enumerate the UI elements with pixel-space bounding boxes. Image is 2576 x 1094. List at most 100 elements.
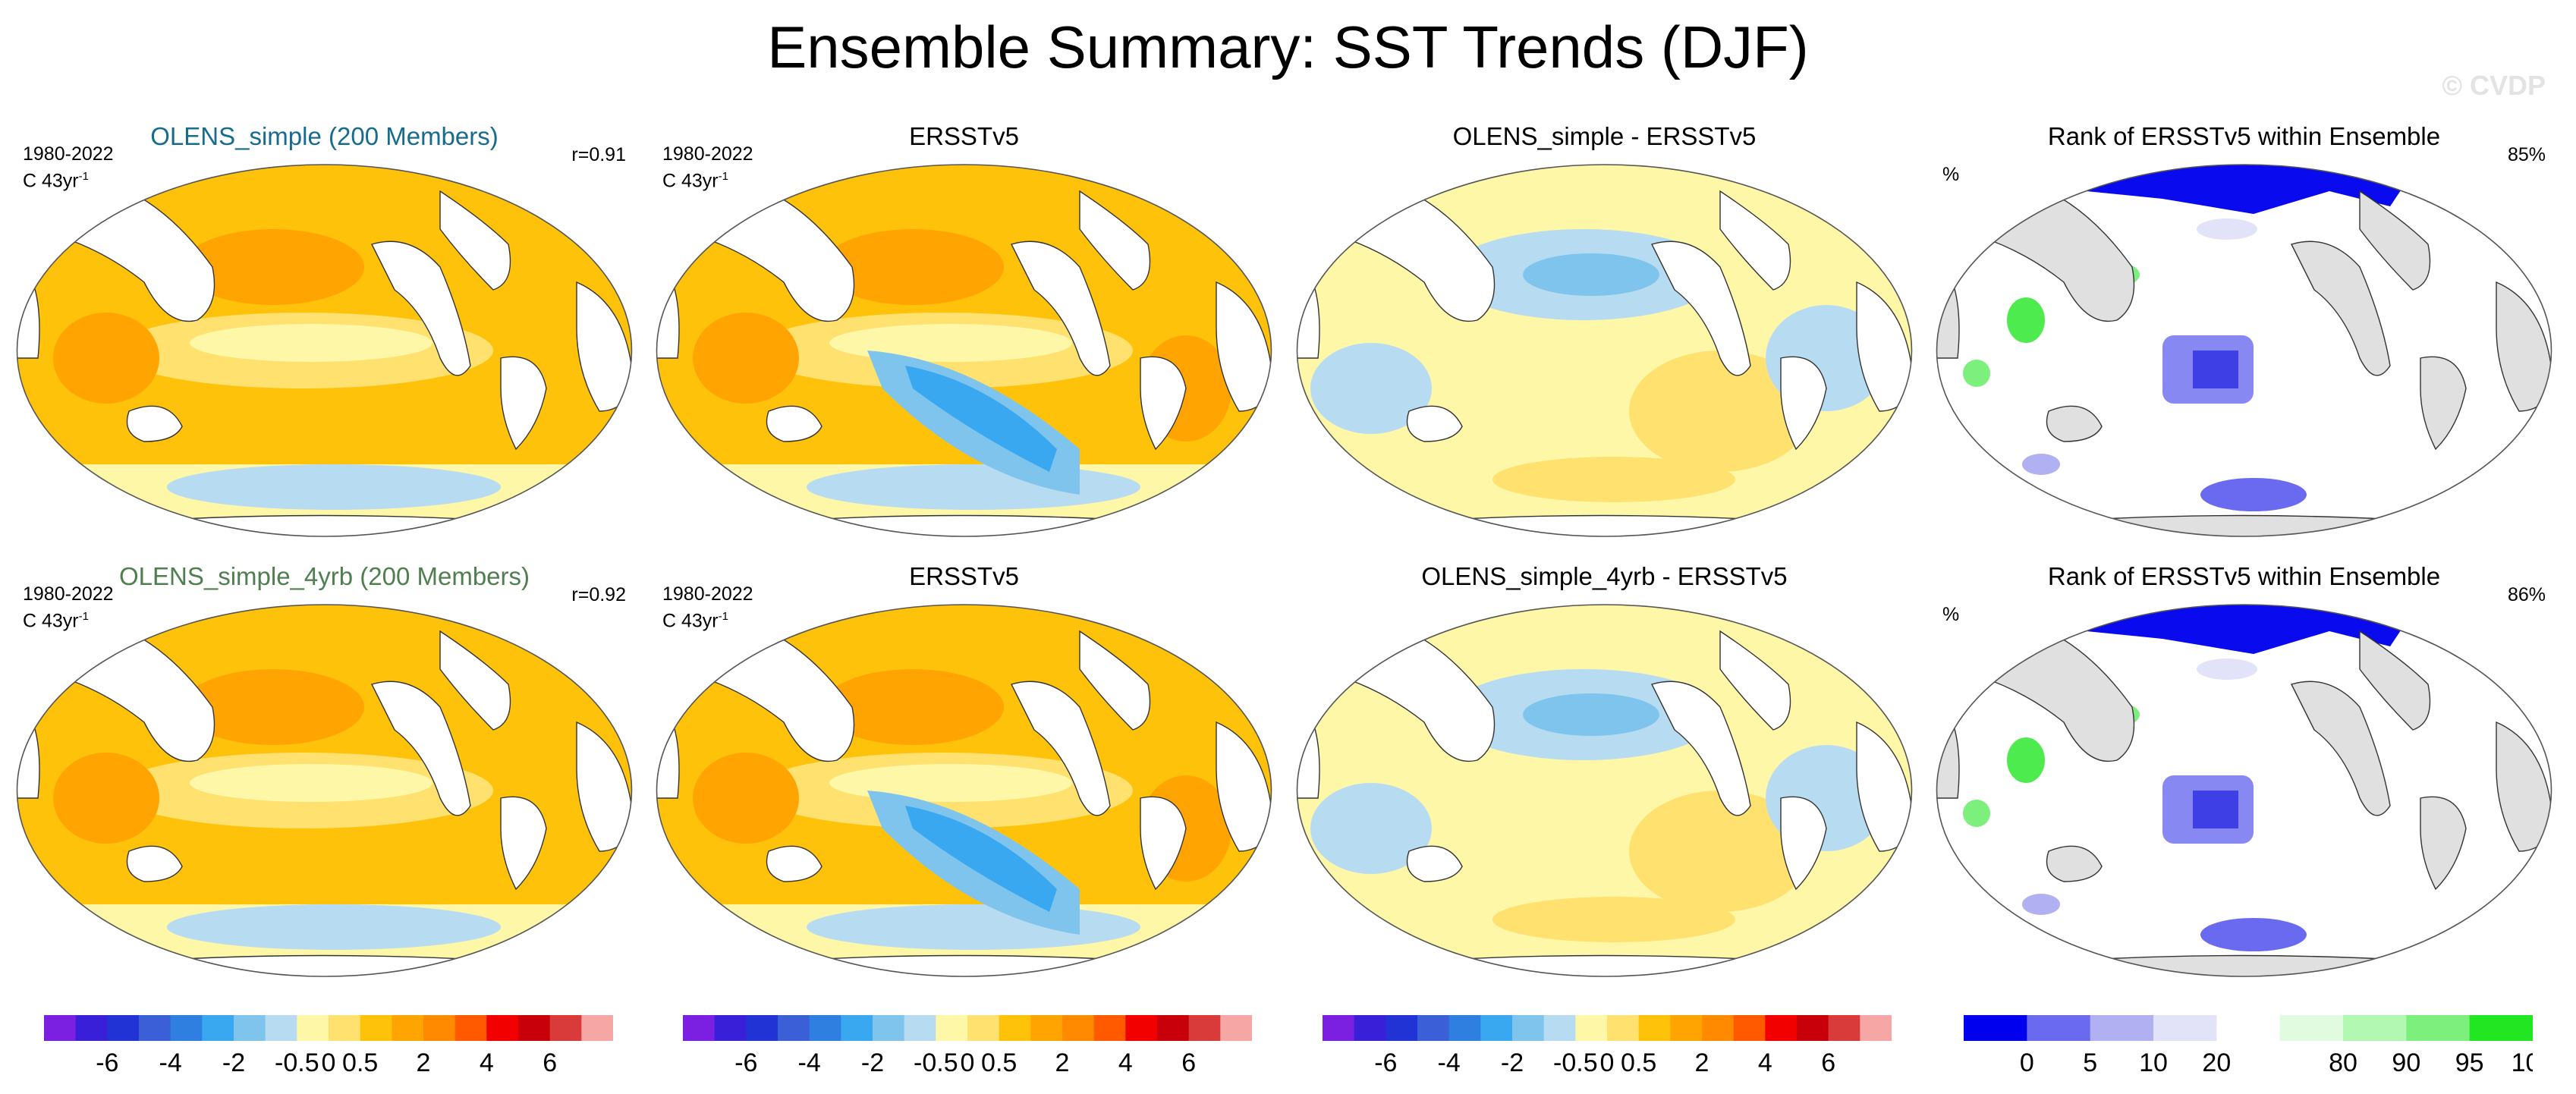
model-map [15,161,634,540]
panel-title: OLENS_simple (200 Members) [150,122,499,150]
trend-colorbar-swatch [1607,1015,1640,1041]
period-label: 1980-2022 [662,583,753,605]
trend-colorbar-swatch [873,1015,905,1041]
trend-colorbar-tick-label: -4 [1438,1048,1461,1077]
trend-colorbar-1: -6 -4 -2 -0.5 0 0.5 2 4 6 [44,1015,613,1083]
panel-title: Rank of ERSSTv5 within Ensemble [2047,122,2441,150]
trend-colorbar-swatch [1323,1015,1355,1041]
trend-colorbar-swatch [936,1015,968,1041]
trend-colorbar-tick-label: 2 [417,1048,431,1077]
rank-percent-value: 85% [2507,144,2546,165]
trend-colorbar-swatch [1386,1015,1418,1041]
panel-model-row1: OLENS_simple (200 Members) 1980-2022 C 43y… [8,121,641,546]
trend-colorbar-swatch [75,1015,108,1041]
obs-map [655,601,1273,980]
trend-colorbar-swatch [1512,1015,1545,1041]
trend-colorbar-swatch [1188,1015,1221,1041]
period-label: 1980-2022 [662,143,753,165]
period-label: 1980-2022 [23,143,114,165]
trend-colorbar-swatch [1670,1015,1703,1041]
panel-title: ERSSTv5 [909,562,1019,590]
trend-colorbar-swatch [170,1015,203,1041]
rank-colorbar-swatch [2469,1015,2533,1041]
trend-colorbar-swatch [1575,1015,1608,1041]
rank-colorbar-swatch [1964,1015,2027,1041]
trend-colorbar-swatch [714,1015,747,1041]
trend-colorbar-swatch [107,1015,140,1041]
rank-map [1935,161,2553,540]
units-label: C 43yr-1 [23,605,114,632]
trend-colorbar-swatch [518,1015,551,1041]
trend-colorbar-swatch [1765,1015,1798,1041]
rank-colorbar-tick-label: 90 [2392,1048,2420,1077]
trend-colorbar-tick-label: 0 [961,1048,975,1077]
units-label: C 43yr-1 [23,165,114,192]
units-text: C 43yr [23,170,79,192]
trend-colorbar-swatch [139,1015,171,1041]
rank-colorbar: 0 5 10 20 80 90 95 100 [1964,1015,2533,1083]
rank-colorbar-tick-label: 10 [2139,1048,2168,1077]
trend-colorbar-tick-label: -4 [159,1048,182,1077]
trend-colorbar-swatch [234,1015,266,1041]
rank-map [1935,601,2553,980]
rank-colorbar-tick-label: 95 [2455,1048,2484,1077]
trend-colorbar-swatch [1220,1015,1252,1041]
trend-colorbar-swatch [1733,1015,1766,1041]
rank-colorbar-tick-label: 0 [2020,1048,2034,1077]
units-label: C 43yr-1 [662,165,753,192]
trend-colorbar-tick-label: 6 [1821,1048,1835,1077]
rank-colorbar-tick-label: 80 [2329,1048,2357,1077]
trend-colorbar-tick-label: -0.5 [914,1048,958,1077]
rank-colorbar-swatch [2279,1015,2344,1041]
units-exponent: -1 [718,610,728,623]
period-units-label: 1980-2022 C 43yr-1 [662,583,753,632]
trend-colorbar-swatch [1125,1015,1158,1041]
trend-colorbar-swatch [1638,1015,1671,1041]
diff-map [1295,161,1914,540]
trend-colorbar-swatch [1860,1015,1892,1041]
period-units-label: 1980-2022 C 43yr-1 [23,143,114,192]
trend-colorbar-tick-label: -0.5 [275,1048,319,1077]
trend-colorbar-3: -6 -4 -2 -0.5 0 0.5 2 4 6 [1323,1015,1892,1083]
units-text: C 43yr [23,610,79,632]
panel-rank-row2: Rank of ERSSTv5 within Ensemble% 86% [1927,561,2561,986]
units-text: C 43yr [662,170,719,192]
rank-colorbar-swatch [2090,1015,2154,1041]
pattern-correlation: r=0.92 [571,584,626,605]
trend-colorbar-swatch [1093,1015,1126,1041]
units-label: C 43yr-1 [662,605,753,632]
percent-symbol: % [1942,164,1960,185]
trend-colorbar-tick-label: -4 [798,1048,821,1077]
trend-colorbar-tick-label: 4 [1118,1048,1133,1077]
trend-colorbar-tick-label: -6 [96,1048,118,1077]
trend-colorbar-swatch [1702,1015,1735,1041]
trend-colorbar-swatch [809,1015,841,1041]
trend-colorbar-swatch [423,1015,456,1041]
rank-percent-value: 86% [2507,584,2546,605]
panel-diff-row1: OLENS_simple - ERSSTv5 [1288,121,1921,546]
units-exponent: -1 [78,170,89,183]
trend-colorbar-swatch [329,1015,361,1041]
trend-colorbar-tick-label: -0.5 [1553,1048,1598,1077]
trend-colorbar-swatch [1797,1015,1829,1041]
trend-colorbar-tick-label: -6 [1374,1048,1397,1077]
trend-colorbar-swatch [581,1015,613,1041]
panel-title: ERSSTv5 [909,122,1019,150]
trend-colorbar-swatch [999,1015,1031,1041]
panel-title: OLENS_simple_4yrb (200 Members) [118,562,530,590]
rank-colorbar-swatch [2027,1015,2091,1041]
trend-colorbar-swatch [392,1015,424,1041]
trend-colorbar-swatch [1543,1015,1576,1041]
trend-colorbar-swatch [841,1015,873,1041]
trend-colorbar-swatch [1354,1015,1386,1041]
rank-colorbar-tick-label: 5 [2083,1048,2097,1077]
trend-colorbar-swatch [683,1015,716,1041]
trend-colorbar-swatch [486,1015,519,1041]
trend-colorbar-tick-label: 6 [1181,1048,1196,1077]
cvdp-watermark: © CVDP [2442,70,2546,101]
trend-colorbar-tick-label: 6 [543,1048,557,1077]
percent-symbol: % [1942,604,1960,625]
trend-colorbar-tick-label: 0.5 [1621,1048,1656,1077]
units-exponent: -1 [718,170,728,183]
trend-colorbar-swatch [265,1015,297,1041]
